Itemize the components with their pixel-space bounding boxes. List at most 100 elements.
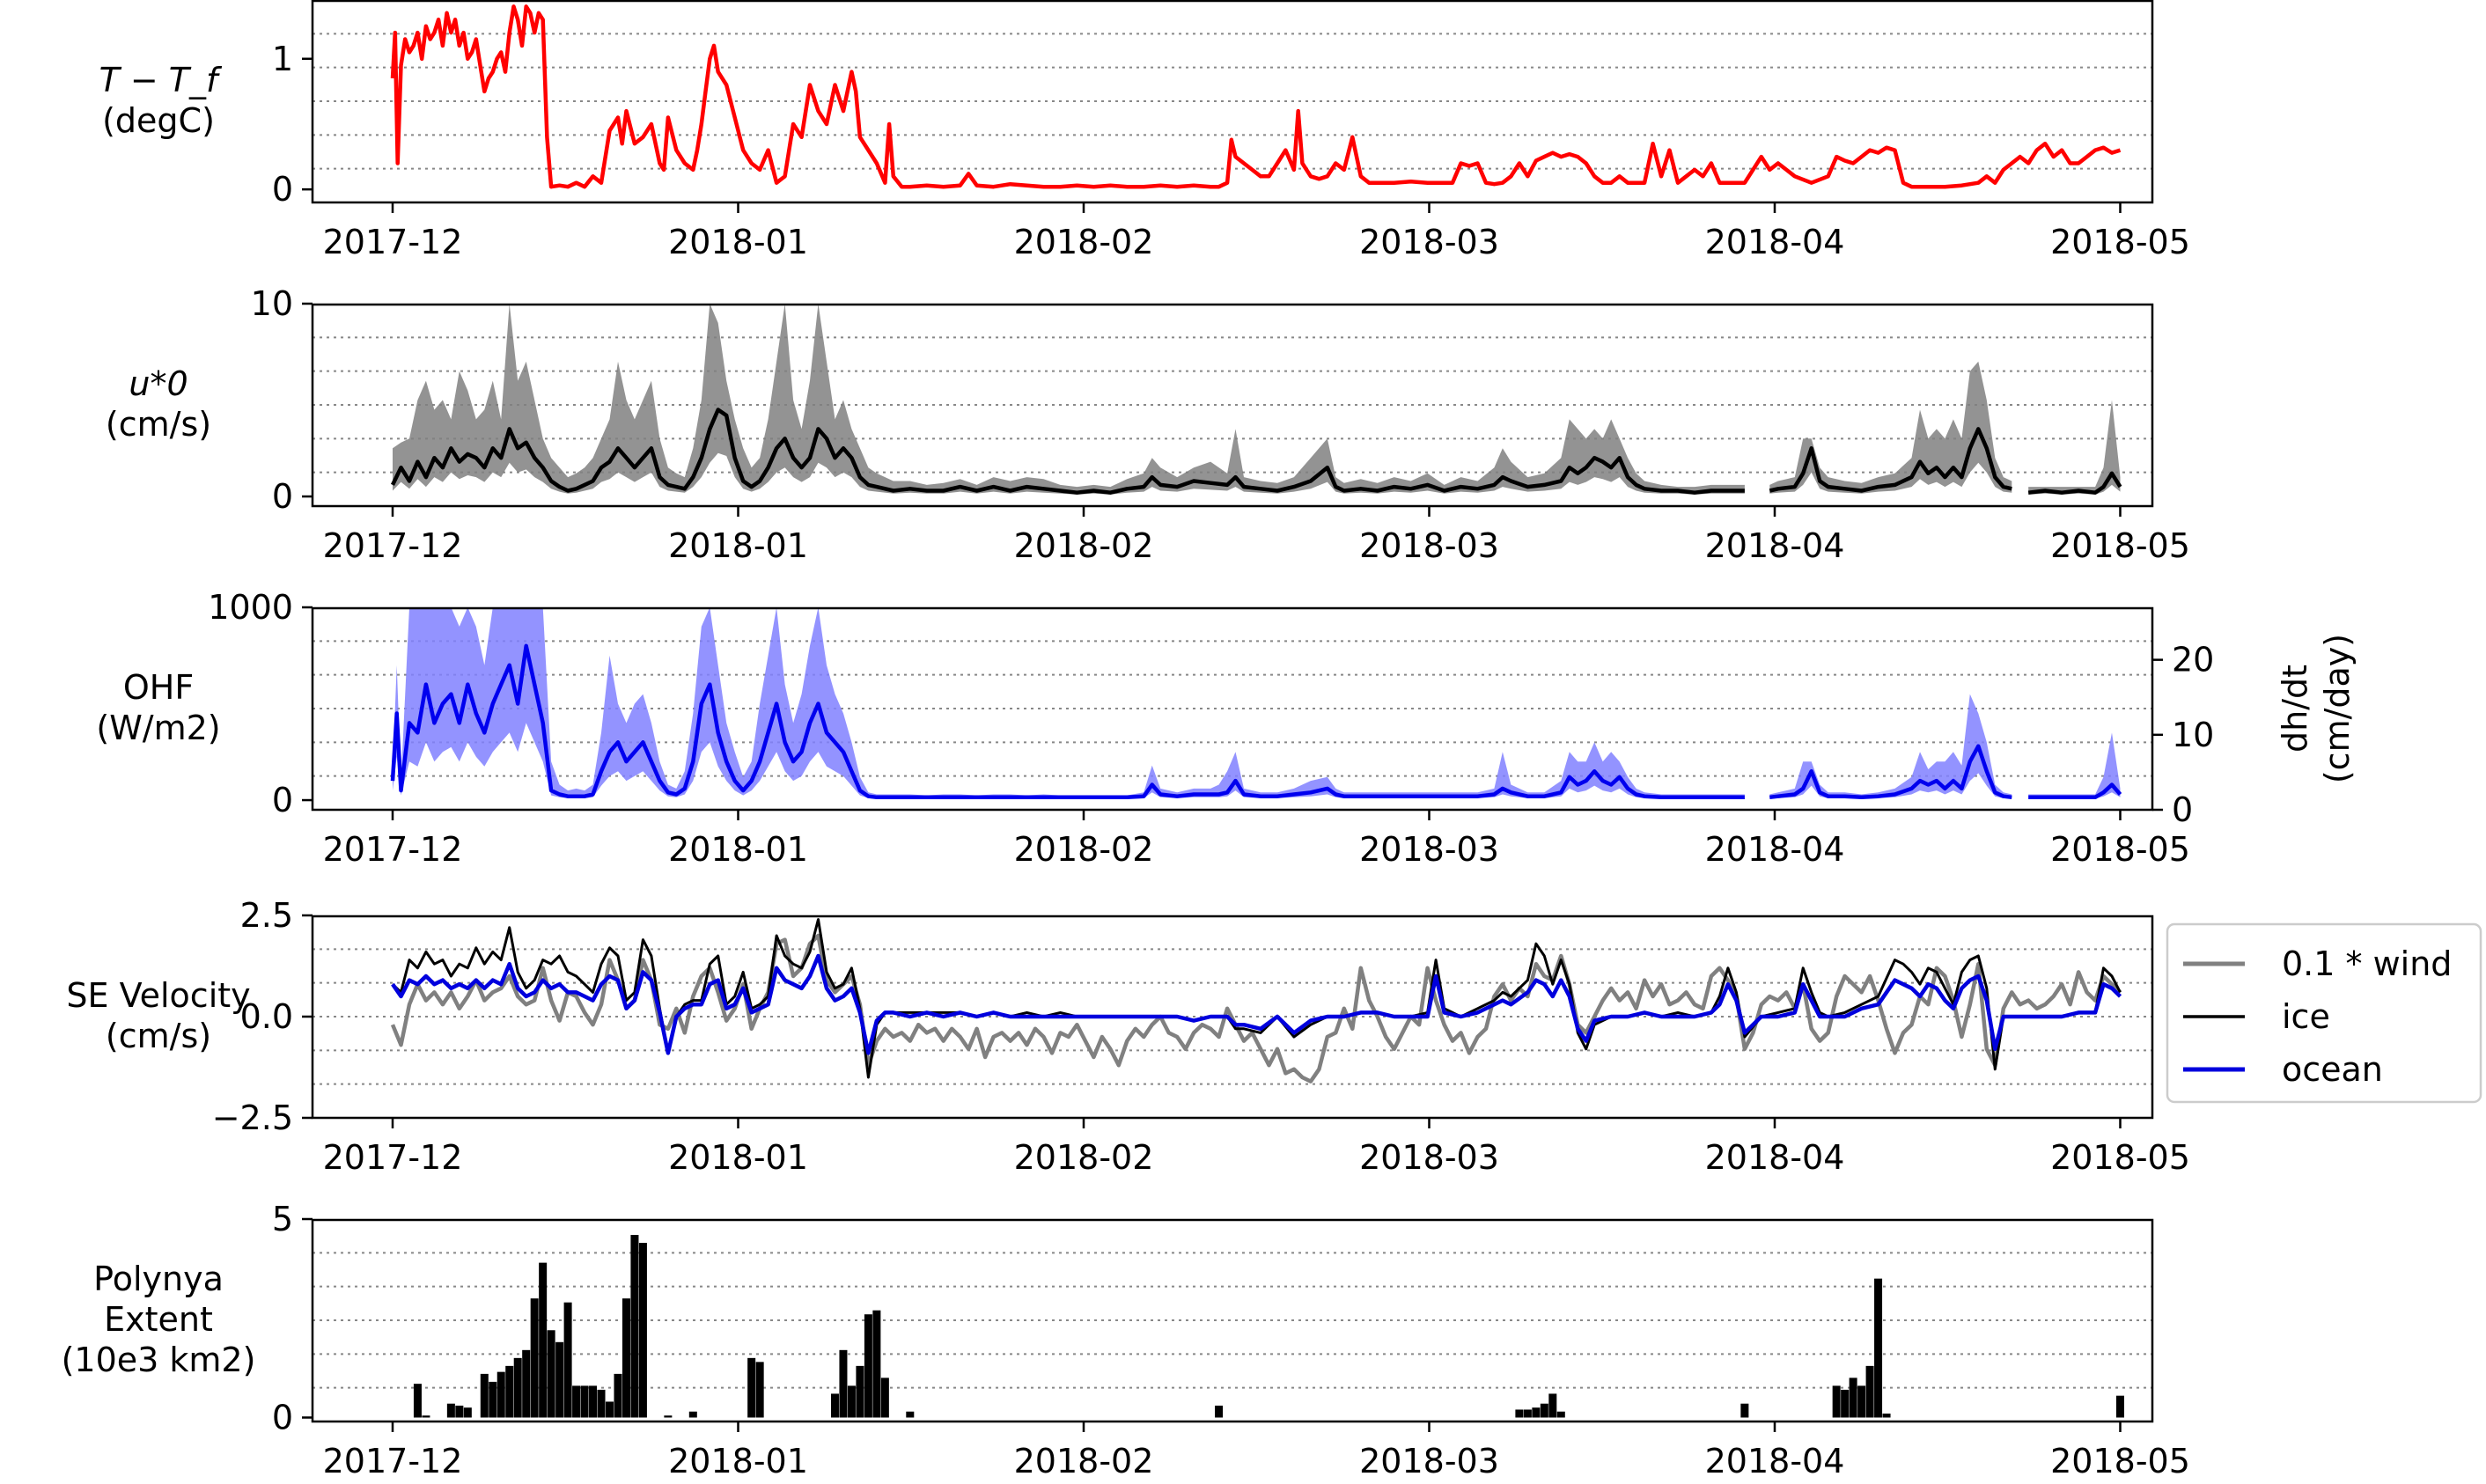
y-tick-label: 0 [272, 170, 293, 209]
bar [755, 1362, 764, 1418]
range-band [393, 304, 1745, 495]
bar [1882, 1413, 1891, 1418]
y-axis-label: (degC) [102, 101, 215, 140]
bar [1548, 1393, 1557, 1418]
bar [413, 1384, 422, 1418]
x-tick-label: 2018-02 [1014, 223, 1154, 261]
y-tick-label: 5 [272, 1200, 293, 1238]
bar [747, 1357, 756, 1418]
bar [906, 1411, 915, 1418]
bar [522, 1349, 531, 1418]
bar [505, 1365, 514, 1418]
bar [572, 1385, 581, 1418]
bar [839, 1349, 848, 1418]
x-tick-label: 2018-05 [2050, 1442, 2190, 1480]
y-tick-label: 0 [272, 781, 293, 819]
x-tick-label: 2018-05 [2050, 1138, 2190, 1177]
bar [446, 1403, 455, 1418]
x-tick-label: 2018-02 [1014, 1138, 1154, 1177]
axes-frame [311, 303, 2154, 508]
bar [622, 1298, 630, 1418]
y-axis-label: Polynya [93, 1260, 224, 1298]
bar [630, 1235, 639, 1418]
bar [597, 1389, 606, 1418]
y-axis-label: (cm/s) [106, 405, 211, 444]
bar [455, 1405, 464, 1418]
y-tick-label: 0 [272, 477, 293, 516]
bar [1849, 1377, 1857, 1418]
x-tick-label: 2018-03 [1359, 526, 1499, 565]
legend: 0.1 * wind ice ocean [2166, 922, 2482, 1104]
panel-4: 2017-12 2018-01 2018-02 2018-03 2018-04 2018-… [66, 896, 2482, 1177]
x-tick-label: 2018-02 [1014, 526, 1154, 565]
bar [539, 1262, 548, 1418]
bar [864, 1314, 872, 1418]
x-tick-label: 2018-01 [668, 1138, 808, 1177]
legend-label: ice [2282, 997, 2330, 1036]
legend-label: 0.1 * wind [2282, 944, 2452, 983]
bar [2116, 1395, 2124, 1418]
y-axis-label: T − T_f [99, 61, 223, 99]
bar [489, 1381, 497, 1418]
bar [1740, 1403, 1749, 1418]
panel-2: 2017-12 2018-01 2018-02 2018-03 2018-04 2018-… [106, 284, 2190, 565]
y-tick-label: 2.5 [240, 896, 293, 935]
bar [547, 1330, 555, 1418]
axes-frame [311, 0, 2154, 204]
y-tick-label: 1000 [208, 588, 293, 627]
x-tick-label: 2017-12 [323, 1442, 463, 1480]
bar [1540, 1403, 1548, 1418]
bar [1841, 1389, 1850, 1418]
x-tick-label: 2018-03 [1359, 1138, 1499, 1177]
range-band [2028, 732, 2121, 799]
series-line [390, 4, 2122, 189]
y2-tick-label: 10 [2172, 716, 2214, 754]
bar [856, 1365, 864, 1418]
bar [580, 1385, 589, 1418]
y-axis-label: Extent [104, 1300, 213, 1339]
bar [1532, 1407, 1541, 1418]
axes-frame [311, 606, 2154, 812]
panel-3: 2017-12 2018-01 2018-02 2018-03 2018-04 2018-… [96, 588, 2357, 869]
bar [880, 1377, 889, 1418]
x-tick-label: 2018-04 [1705, 1138, 1845, 1177]
bar [555, 1341, 564, 1418]
x-tick-label: 2018-04 [1705, 526, 1845, 565]
y-tick-label: 0.0 [240, 997, 293, 1036]
x-tick-label: 2018-04 [1705, 830, 1845, 869]
bar [1857, 1385, 1866, 1418]
y-axis-label: (10e3 km2) [62, 1341, 256, 1379]
range-band [393, 607, 1745, 799]
bar [847, 1385, 856, 1418]
bar [422, 1415, 430, 1418]
x-tick-label: 2018-01 [668, 1442, 808, 1480]
bar [1832, 1385, 1841, 1418]
bar [480, 1373, 489, 1418]
x-tick-label: 2017-12 [323, 1138, 463, 1177]
x-tick-label: 2018-05 [2050, 223, 2190, 261]
y-tick-label: 10 [251, 284, 293, 323]
legend-box [2166, 922, 2482, 1104]
x-tick-label: 2017-12 [323, 830, 463, 869]
y2-axis-label: (cm/day) [2318, 634, 2357, 783]
bar [563, 1302, 572, 1418]
bar [496, 1371, 505, 1418]
y-tick-label: 0 [272, 1398, 293, 1436]
x-tick-label: 2018-05 [2050, 526, 2190, 565]
axes-frame [311, 1218, 2154, 1423]
x-tick-label: 2018-02 [1014, 830, 1154, 869]
bar [638, 1243, 647, 1418]
series-line [390, 643, 2122, 800]
x-tick-label: 2018-01 [668, 830, 808, 869]
x-tick-label: 2018-03 [1359, 223, 1499, 261]
bar [1215, 1405, 1224, 1418]
legend-label: ocean [2282, 1050, 2383, 1089]
x-tick-label: 2018-04 [1705, 1442, 1845, 1480]
y-tick-label: −2.5 [212, 1098, 293, 1137]
bar [530, 1298, 539, 1418]
x-tick-label: 2017-12 [323, 526, 463, 565]
y2-axis-label: dh/dt [2276, 665, 2314, 753]
x-tick-label: 2018-01 [668, 223, 808, 261]
panel-5: 2017-12 2018-01 2018-02 2018-03 2018-04 2018-… [62, 1200, 2190, 1480]
